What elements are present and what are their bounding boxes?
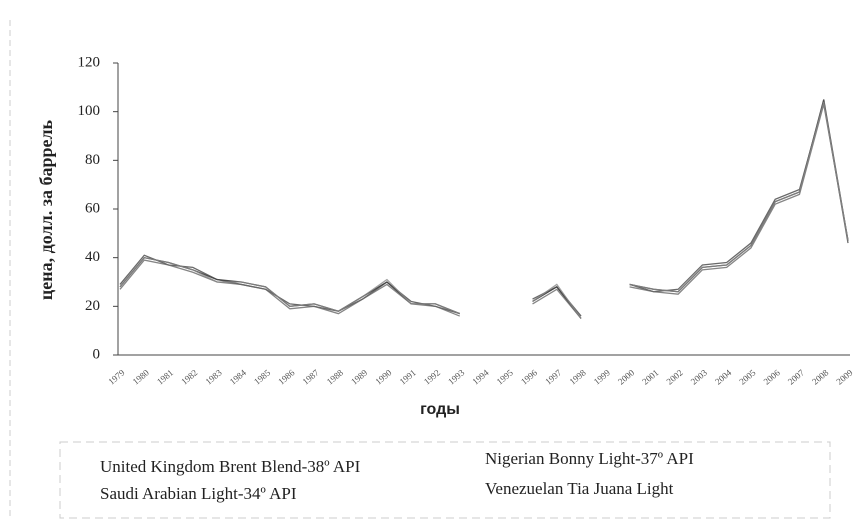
x-tick-label: 1990: [373, 367, 394, 387]
x-tick-label: 1991: [398, 367, 418, 386]
x-tick-label: 1984: [228, 367, 249, 387]
legend-entry: Nigerian Bonny Light-37º API: [485, 449, 694, 468]
series-line: [532, 283, 582, 319]
x-tick-label: 1993: [446, 367, 467, 387]
series-line: [119, 256, 460, 315]
x-tick-label: 1983: [203, 367, 224, 387]
x-tick-label: 2004: [713, 367, 734, 387]
series-line: [532, 288, 582, 319]
series-line: [629, 101, 849, 293]
y-tick-label: 20: [85, 298, 100, 314]
x-tick-label: 1987: [301, 367, 322, 387]
series-line: [532, 286, 582, 319]
y-tick-label: 0: [93, 346, 101, 362]
series-line: [629, 99, 849, 293]
y-tick-label: 60: [85, 200, 100, 216]
x-axis-label: годы: [420, 401, 460, 418]
x-tick-label: 2006: [762, 367, 783, 387]
y-tick-label: 120: [78, 54, 101, 70]
x-tick-label: 1992: [422, 367, 442, 386]
y-tick-label: 40: [85, 249, 100, 265]
x-tick-label: 1996: [519, 367, 540, 387]
legend-entry: United Kingdom Brent Blend-38º API: [100, 457, 361, 476]
x-tick-label: 1979: [106, 367, 127, 387]
x-tick-label: 1998: [567, 367, 588, 387]
x-tick-label: 1981: [155, 367, 175, 386]
x-tick-label: 2005: [737, 367, 758, 387]
legend-entry: Saudi Arabian Light-34º API: [100, 484, 297, 503]
y-axis-label: цена, долл. за баррель: [36, 119, 56, 300]
x-tick-label: 2001: [640, 367, 660, 386]
x-tick-label: 2003: [689, 367, 710, 387]
x-tick-label: 2008: [810, 367, 831, 387]
y-tick-label: 100: [78, 103, 101, 119]
x-tick-label: 1985: [252, 367, 273, 387]
x-tick-label: 1999: [592, 367, 613, 387]
y-tick-label: 80: [85, 152, 100, 168]
x-tick-label: 2007: [786, 367, 807, 387]
x-tick-label: 1980: [131, 367, 152, 387]
x-tick-label: 2009: [834, 367, 855, 387]
x-tick-label: 1994: [470, 367, 491, 387]
series-line: [629, 101, 849, 293]
x-tick-label: 1989: [349, 367, 370, 387]
legend-box: [59, 441, 831, 519]
x-tick-label: 1995: [495, 367, 516, 387]
x-tick-label: 1997: [543, 367, 564, 387]
series-line: [119, 254, 460, 315]
series-line: [119, 259, 460, 317]
legend-entry: Venezuelan Tia Juana Light: [485, 479, 674, 498]
x-tick-label: 2000: [616, 367, 637, 387]
x-tick-label: 2002: [665, 367, 685, 386]
x-tick-label: 1982: [179, 367, 199, 386]
x-tick-label: 1986: [276, 367, 297, 387]
series-line: [532, 286, 582, 317]
x-tick-label: 1988: [325, 367, 346, 387]
